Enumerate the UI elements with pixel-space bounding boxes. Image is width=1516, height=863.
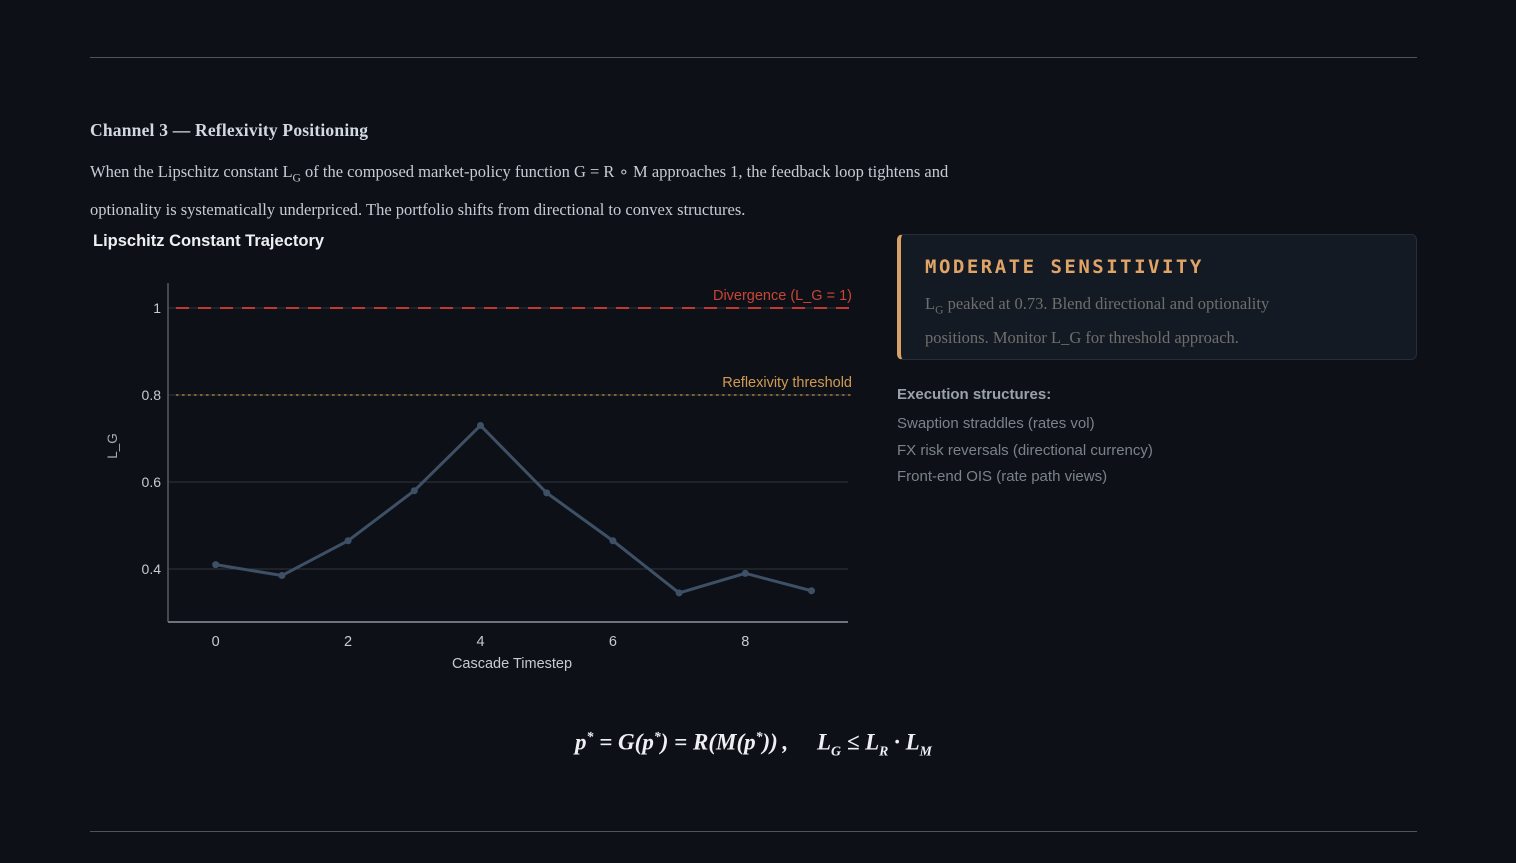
section-heading: Channel 3 — Reflexivity Positioning (90, 120, 369, 140)
intro-line-1: When the Lipschitz constant LG of the co… (90, 162, 949, 185)
intro-line-2: optionality is systematically underprice… (90, 200, 746, 220)
y-axis-title: L_G (105, 433, 120, 459)
data-point (212, 561, 220, 569)
data-point (278, 572, 286, 580)
callout-body-line-1: LG peaked at 0.73. Blend directional and… (925, 294, 1270, 317)
lipschitz-chart: 0.4 0.6 0.8 1 0 2 4 6 8 Divergence (L_G = 1) Refle… (105, 283, 852, 672)
x-tick-label: 0 (212, 634, 220, 650)
execution-header: Execution structures: (897, 386, 1052, 403)
reference-line-label: Divergence (L_G = 1) (713, 288, 852, 304)
callout-title: MODERATE SENSITIVITY (925, 256, 1204, 278)
x-axis-title: Cascade Timestep (452, 656, 572, 672)
reference-line-label: Reflexivity threshold (722, 375, 852, 391)
x-tick-label: 2 (344, 634, 352, 650)
execution-item: Front-end OIS (rate path views) (897, 468, 1108, 485)
y-tick-label: 0.4 (142, 561, 162, 577)
y-tick-label: 1 (153, 300, 161, 316)
x-tick-label: 4 (476, 634, 484, 650)
x-tick-label: 8 (741, 634, 749, 650)
data-point (609, 537, 617, 545)
execution-item: FX risk reversals (directional currency) (897, 441, 1153, 459)
data-point (410, 487, 418, 495)
trajectory-line (214, 423, 813, 595)
data-point (344, 537, 352, 545)
execution-item: Swaption straddles (rates vol) (897, 415, 1095, 432)
execution-structures: Execution structures: Swaption straddles… (897, 386, 1153, 491)
y-tick-label: 0.6 (142, 474, 162, 490)
sensitivity-callout: MODERATE SENSITIVITY LG peaked at 0.73. … (897, 234, 1417, 360)
data-point (543, 489, 551, 497)
bottom-divider (90, 831, 1417, 832)
callout-body-line-2: positions. Monitor L_G for threshold app… (925, 328, 1239, 348)
fixed-point-formula: p* = G(p*) = R(M(p*)) , LG ≤ LR · LM (575, 729, 932, 759)
x-tick-label: 6 (609, 634, 617, 650)
y-tick-label: 0.8 (142, 387, 162, 403)
data-point (741, 569, 749, 577)
data-point (808, 587, 815, 595)
callout-body: LG peaked at 0.73. Blend directional and… (925, 290, 1416, 352)
data-point (675, 589, 683, 597)
chart-title: Lipschitz Constant Trajectory (93, 232, 325, 250)
intro-paragraph: When the Lipschitz constant LG of the co… (90, 156, 948, 225)
top-divider (90, 57, 1417, 58)
data-point (477, 421, 484, 429)
